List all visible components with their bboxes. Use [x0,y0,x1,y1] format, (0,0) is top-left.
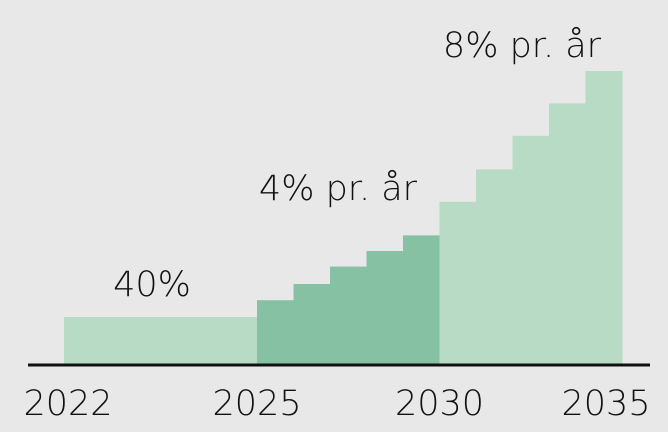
annotation: 4% pr. år [259,169,418,209]
annotation: 8% pr. år [443,26,602,66]
bar [439,201,477,365]
bar [549,103,586,366]
bar [366,251,404,365]
bar [585,71,623,365]
bar [64,317,258,365]
bar [512,135,550,365]
bar [330,266,367,365]
annotation: 40% [113,265,191,305]
x-tick-label: 2035 [561,384,650,424]
x-tick-label: 2025 [212,384,301,424]
bar [476,169,513,365]
bar [293,284,331,365]
bar [257,300,294,365]
bar [403,235,440,365]
x-tick-label: 2030 [395,384,484,424]
x-tick-label: 2022 [23,384,112,424]
bars [64,71,623,366]
